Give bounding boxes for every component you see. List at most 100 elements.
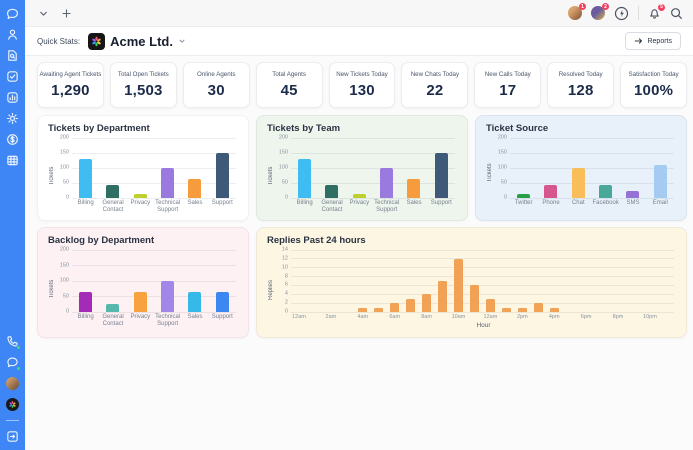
bar-slot xyxy=(594,250,610,312)
y-tick-label: 150 xyxy=(497,149,507,156)
stat-label: Resolved Today xyxy=(558,71,603,79)
y-tick-label: 50 xyxy=(62,292,69,299)
bar-support xyxy=(215,292,229,312)
avatar2-badge: 2 xyxy=(602,3,609,10)
bar-general-contact xyxy=(106,304,120,312)
x-tick-label xyxy=(658,314,674,320)
gridline xyxy=(72,311,236,313)
user-avatar[interactable] xyxy=(6,377,19,390)
plus-icon[interactable] xyxy=(61,8,72,19)
gridline xyxy=(510,182,674,184)
y-tick-label: 100 xyxy=(497,164,507,171)
gridline xyxy=(510,152,674,154)
x-tick-label xyxy=(403,314,419,320)
chart-plot-area: Tickets 0 50 100 150 200 Billing General Contac… xyxy=(48,247,238,328)
bar-general-contact xyxy=(106,185,120,198)
chart-tickets-by-department: Tickets by Department Tickets 0 50 100 150 200… xyxy=(37,115,249,221)
bar-slot xyxy=(403,250,419,312)
divider xyxy=(6,420,19,421)
gridline xyxy=(72,296,236,297)
gridline xyxy=(510,167,674,169)
stat-value: 1,503 xyxy=(124,81,163,99)
gridline xyxy=(291,182,455,184)
x-category-label: Privacy xyxy=(349,200,370,206)
file-search-icon[interactable] xyxy=(6,49,19,62)
gridline xyxy=(291,197,455,199)
company-name: Acme Ltd. xyxy=(110,33,173,49)
user-icon[interactable] xyxy=(6,28,19,41)
bar-slot xyxy=(578,250,594,312)
stat-card-resolved-today: Resolved Today 128 xyxy=(547,62,615,108)
gridline xyxy=(72,182,236,184)
bar-technical-support xyxy=(161,281,175,312)
phone-status-icon[interactable] xyxy=(6,335,21,350)
dollar-circle-icon[interactable] xyxy=(6,133,19,146)
x-tick-label: 4pm xyxy=(548,314,560,320)
x-tick-label: 4am xyxy=(357,314,369,320)
exit-icon[interactable] xyxy=(6,430,19,443)
section-label: Quick Stats: xyxy=(37,36,81,46)
x-tick-labels: 12am 2am 4am 6am 8am 10am 12am 2pm 4pm 6pm 8pm 10pm xyxy=(291,314,674,320)
reports-button[interactable]: Reports xyxy=(625,32,681,50)
plot: 0 50 100 150 200 xyxy=(60,135,236,200)
chevron-down-icon xyxy=(179,39,185,43)
grid-table-icon[interactable] xyxy=(6,154,19,167)
online-status-dot xyxy=(16,366,21,371)
bar-support xyxy=(434,153,448,198)
y-tick-label: 50 xyxy=(500,179,507,186)
gridline xyxy=(290,293,674,295)
bar-hour-10 xyxy=(453,258,463,312)
bar-chart-icon[interactable] xyxy=(6,91,19,104)
plot: 0 50 100 150 200 xyxy=(279,135,455,200)
chart-tickets-by-team: Tickets by Team Tickets 0 50 100 150 200 Billin… xyxy=(256,115,468,221)
flash-icon[interactable] xyxy=(614,6,629,21)
stats-row: Awaiting Agent Tickets 1,290 Total Open Ti… xyxy=(37,62,688,108)
user-avatar-2[interactable]: 2 xyxy=(591,3,609,20)
bar-hour-14 xyxy=(517,307,527,312)
x-axis-title: Hour xyxy=(476,322,491,329)
x-tick-label: 2pm xyxy=(516,314,528,320)
bar-billing xyxy=(79,159,93,198)
bar-chat xyxy=(571,168,585,198)
x-category-label: General Contact xyxy=(321,200,343,214)
chart-ticket-source: Ticket Source Tickets 0 50 100 150 200 Twitter P… xyxy=(475,115,687,221)
bar-technical-support xyxy=(161,168,175,198)
stat-label: Online Agents xyxy=(196,71,236,79)
bell-icon[interactable]: 5 xyxy=(648,3,665,20)
chat-bubble-icon[interactable] xyxy=(6,7,19,20)
x-tick-label xyxy=(530,314,546,320)
gear-icon[interactable] xyxy=(6,112,19,125)
company-avatar[interactable] xyxy=(6,398,19,411)
x-category-label: Sales xyxy=(187,314,203,320)
bar-sms xyxy=(626,191,640,198)
company-logo xyxy=(88,32,106,50)
stat-value: 128 xyxy=(567,81,594,99)
chart-plot-area: Tickets 0 50 100 150 200 Twitter Phone Chat Faceb… xyxy=(486,135,676,207)
bar-hour-16 xyxy=(549,307,559,312)
stat-label: Total Open Tickets xyxy=(117,71,169,79)
stat-label: Satisfaction Today xyxy=(628,71,679,79)
company-selector[interactable]: Acme Ltd. xyxy=(88,32,186,50)
x-tick-label xyxy=(466,314,482,320)
bar-slot xyxy=(435,250,451,312)
online-status-dot xyxy=(16,345,21,350)
bar-hour-5 xyxy=(374,307,384,312)
gridline xyxy=(72,152,236,154)
stat-value: 1,290 xyxy=(51,81,90,99)
x-category-labels: Billing General Contact Privacy Technical S… xyxy=(72,314,236,328)
check-square-icon[interactable] xyxy=(6,70,19,83)
x-tick-label: 12am xyxy=(483,314,498,320)
y-tick-label: 50 xyxy=(281,179,288,186)
chevron-down-icon[interactable] xyxy=(38,8,49,19)
gridline xyxy=(291,152,455,154)
chat-status-icon[interactable] xyxy=(6,356,21,371)
stat-label: New Chats Today xyxy=(410,71,460,79)
x-tick-label xyxy=(562,314,578,320)
user-avatar-1[interactable]: 1 xyxy=(568,3,586,20)
search-icon[interactable] xyxy=(670,7,683,20)
x-tick-label: 10am xyxy=(451,314,466,320)
y-tick-label: 10 xyxy=(281,263,288,270)
gridline xyxy=(290,267,674,269)
x-category-label: General Contact xyxy=(102,314,124,328)
x-category-label: Chat xyxy=(571,200,585,206)
